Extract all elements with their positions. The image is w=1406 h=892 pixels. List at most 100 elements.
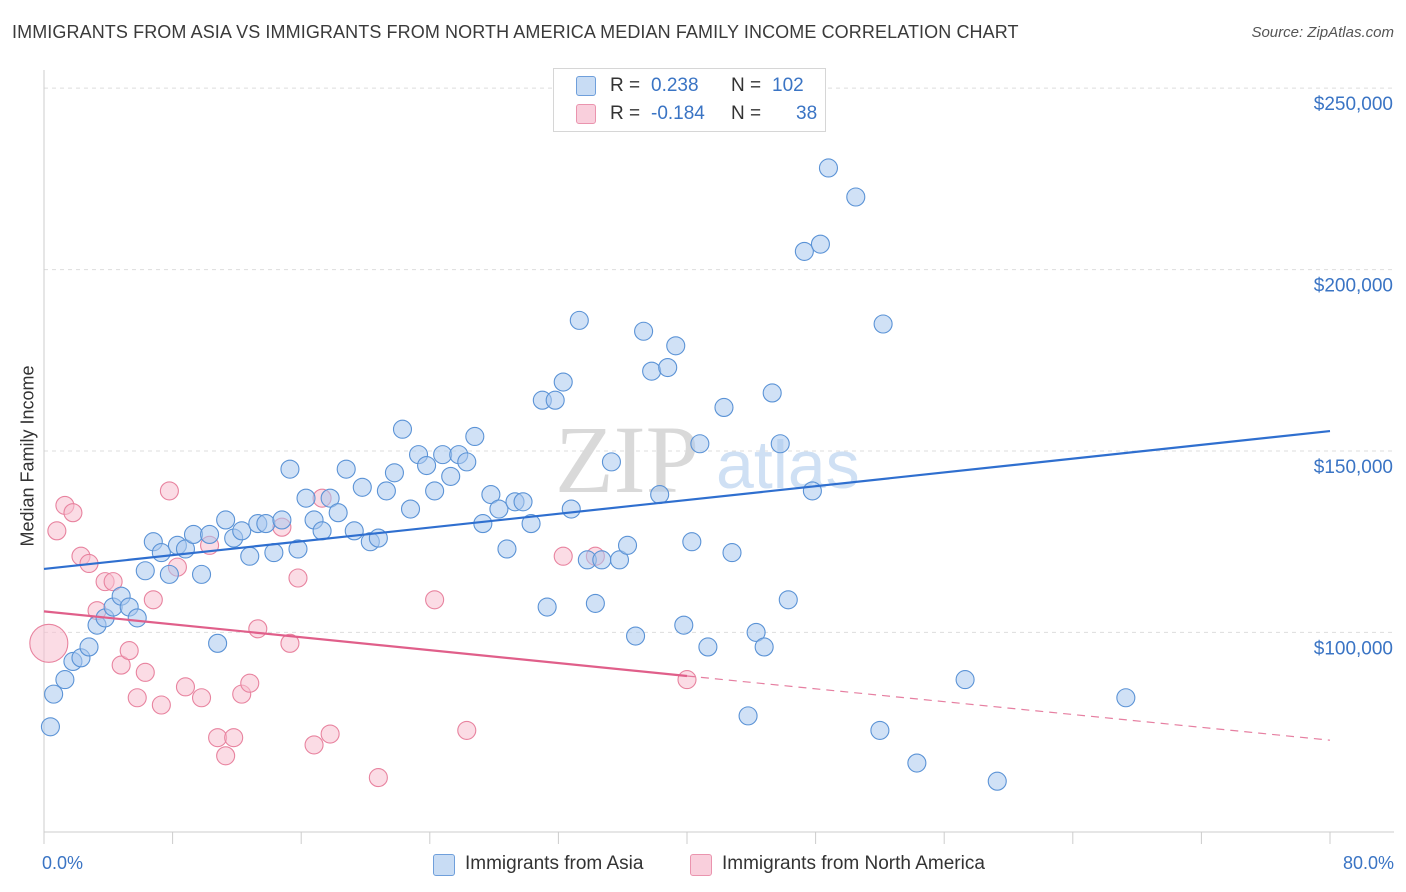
data-point-asia [272,510,292,530]
data-point-asia [336,459,356,479]
data-point-asia [191,564,212,584]
data-point-asia [870,720,890,740]
legend-swatch-asia [433,854,455,876]
data-point-asia [392,419,413,439]
data-point-asia [553,372,573,392]
data-point-north-america [216,746,236,766]
data-point-asia [232,521,252,541]
y-axis-label: Median Family Income [17,365,38,547]
data-point-asia [264,543,284,563]
data-point-asia [417,455,437,476]
data-point-asia [846,187,866,207]
legend-r-label: R = [610,103,641,124]
data-point-asia [44,684,64,704]
data-point-asia [135,561,155,581]
data-point-asia [240,546,260,566]
data-point-asia [609,550,630,570]
data-point-asia [537,597,557,617]
stats-legend: R = 0.238 N = 102 R = -0.184 N = 38 [553,68,826,132]
data-point-asia [650,484,670,505]
data-point-north-america [159,481,179,501]
data-point-asia [384,463,404,483]
data-point-asia [441,466,461,486]
data-point-asia [497,539,517,559]
data-point-asia [818,158,839,178]
data-point-north-america [63,503,83,523]
y-tick-label: $150,000 [1314,457,1393,478]
data-point-asia [561,499,581,519]
data-point-north-america [111,655,131,675]
data-point-asia [465,426,485,447]
data-point-asia [127,608,147,628]
data-point-asia [642,361,662,381]
y-tick-label: $100,000 [1314,638,1393,659]
data-point-asia [1116,688,1136,708]
data-point-asia [200,524,220,545]
data-point-north-america [553,546,573,566]
data-point-asia [746,622,766,642]
data-point-north-america [280,633,300,653]
data-point-asia [955,670,975,690]
data-point-asia [280,459,300,479]
data-point-north-america [103,572,123,592]
data-point-asia [312,521,332,541]
data-point-asia [682,532,702,552]
data-point-north-america [368,768,388,788]
data-point-asia [794,241,814,261]
data-point-asia [810,234,830,254]
data-point-asia [674,615,694,635]
legend-label-asia: Immigrants from Asia [465,853,644,874]
data-point-asia [151,543,171,563]
data-point-asia [762,383,782,403]
data-point-asia [658,357,678,378]
data-point-asia [634,321,654,341]
data-point-north-america [208,728,228,748]
trend-lines [43,429,1331,741]
data-point-asia [987,771,1007,791]
data-point-north-america [304,735,324,755]
data-point-asia [352,477,372,497]
data-point-asia [626,626,646,646]
y-tick-labels: $100,000 $150,000 $200,000 $250,000 [1314,94,1393,659]
data-point-north-america [191,688,212,708]
data-point-asia [592,550,612,570]
data-point-north-america [240,673,260,693]
series-legend: Immigrants from Asia Immigrants from Nor… [0,852,1406,878]
data-point-asia [521,514,541,534]
legend-n-label: N = [731,75,762,96]
legend-n-value-asia: 102 [772,75,804,96]
data-point-asia [288,539,308,559]
data-point-asia [159,564,179,584]
data-point-north-america [143,590,163,610]
source-label: Source: ZipAtlas.com [1251,24,1394,41]
data-point-asia [489,499,509,519]
legend-label-na: Immigrants from North America [722,853,985,874]
data-point-north-america [119,641,139,661]
trend-line-asia [43,429,1331,571]
data-point-asia [770,434,790,454]
trend-line-north-america [43,610,688,678]
data-point-north-america [151,695,171,715]
x-tick-label-min: 0.0% [42,853,84,873]
data-point-north-america [47,521,67,541]
data-point-asia [256,514,276,534]
data-point-asia [328,503,348,523]
data-point-asia [738,706,758,726]
data-point-north-america [248,619,268,639]
data-point-asia [778,590,798,610]
legend-swatch-na [576,104,596,124]
data-point-asia [569,310,589,330]
y-tick-label: $200,000 [1314,276,1393,297]
data-point-asia [545,390,565,410]
data-point-asia [481,484,501,505]
legend-n-value-na: 38 [796,103,818,124]
legend-r-label: R = [610,75,641,96]
data-point-north-america [175,677,196,697]
data-point-north-america [135,662,155,682]
data-point-asia [601,452,621,472]
data-point-asia [183,524,204,545]
data-point-asia [666,336,686,356]
data-point-north-america [457,720,477,740]
data-point-asia [585,593,605,613]
